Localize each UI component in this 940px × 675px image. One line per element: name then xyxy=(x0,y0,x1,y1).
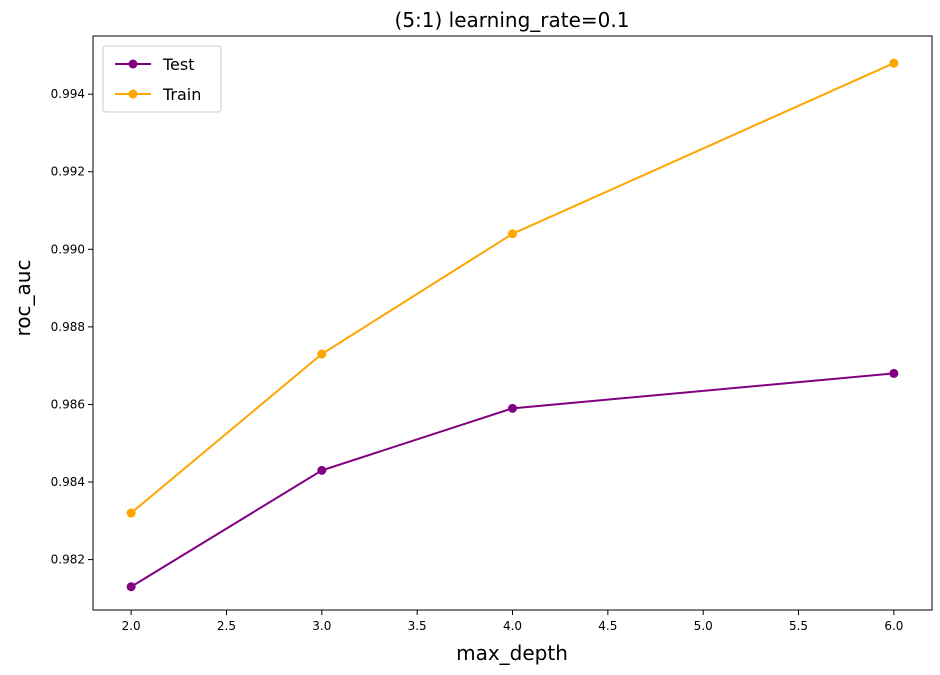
data-point xyxy=(508,229,517,239)
legend-marker xyxy=(128,59,138,69)
x-tick-label: 4.0 xyxy=(503,619,522,633)
x-axis-label: max_depth xyxy=(456,641,568,665)
legend-marker xyxy=(128,89,138,99)
x-tick-label: 5.0 xyxy=(694,619,713,633)
y-tick-label: 0.986 xyxy=(51,397,85,411)
legend: Test Train xyxy=(102,45,222,113)
x-tick-label: 6.0 xyxy=(884,619,903,633)
legend-label: Train xyxy=(162,85,201,104)
chart-title: (5:1) learning_rate=0.1 xyxy=(395,8,630,32)
data-point xyxy=(317,465,327,475)
series-test xyxy=(126,368,899,592)
data-point xyxy=(317,349,327,359)
data-point xyxy=(889,368,899,378)
plot-area xyxy=(92,35,933,611)
x-tick-label: 2.0 xyxy=(122,619,141,633)
series-line xyxy=(130,62,895,514)
x-tick-label: 2.5 xyxy=(217,619,236,633)
y-tick-label: 0.992 xyxy=(51,165,85,179)
plot-frame xyxy=(92,35,933,611)
data-point xyxy=(508,403,517,413)
legend-item-train: Train xyxy=(115,85,201,104)
x-tick-label: 3.0 xyxy=(312,619,331,633)
legend-box xyxy=(102,45,222,113)
y-tick-label: 0.988 xyxy=(51,320,85,334)
data-point xyxy=(889,58,899,68)
y-axis-label: roc_auc xyxy=(11,260,35,337)
y-axis-ticks: 0.982 0.984 0.986 0.988 0.990 0.992 0.994 xyxy=(51,87,93,567)
x-tick-label: 4.5 xyxy=(598,619,617,633)
legend-label: Test xyxy=(162,55,195,74)
data-point xyxy=(126,582,136,592)
data-point xyxy=(126,508,136,518)
series-train xyxy=(126,58,899,518)
legend-item-test: Test xyxy=(115,55,195,74)
x-tick-label: 5.5 xyxy=(789,619,808,633)
y-tick-label: 0.994 xyxy=(51,87,85,101)
series-line xyxy=(130,372,894,588)
x-tick-label: 3.5 xyxy=(408,619,427,633)
x-axis-ticks: 2.0 2.5 3.0 3.5 4.0 4.5 5.0 5.5 6.0 xyxy=(122,610,903,633)
y-tick-label: 0.982 xyxy=(51,553,85,567)
y-tick-label: 0.984 xyxy=(51,475,85,489)
y-tick-label: 0.990 xyxy=(51,242,85,256)
